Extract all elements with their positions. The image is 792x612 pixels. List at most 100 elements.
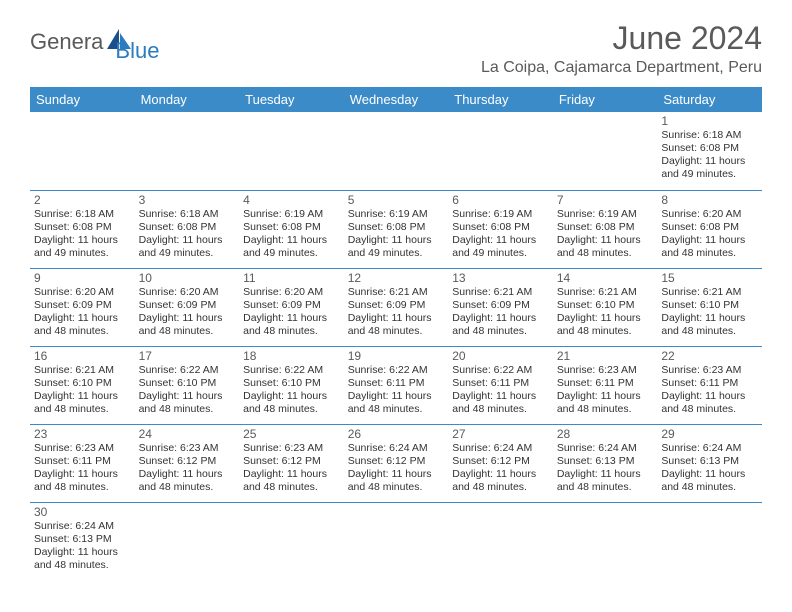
day-number: 9 [34,271,131,285]
calendar-table: SundayMondayTuesdayWednesdayThursdayFrid… [30,87,762,580]
calendar-cell: 1Sunrise: 6:18 AMSunset: 6:08 PMDaylight… [657,112,762,190]
weekday-header: Saturday [657,87,762,112]
day-number: 21 [557,349,654,363]
calendar-cell: 20Sunrise: 6:22 AMSunset: 6:11 PMDayligh… [448,346,553,424]
day-info: Sunrise: 6:20 AMSunset: 6:09 PMDaylight:… [139,286,236,339]
calendar-cell: 4Sunrise: 6:19 AMSunset: 6:08 PMDaylight… [239,190,344,268]
calendar-cell [135,502,240,580]
day-number: 23 [34,427,131,441]
calendar-cell: 18Sunrise: 6:22 AMSunset: 6:10 PMDayligh… [239,346,344,424]
day-info: Sunrise: 6:18 AMSunset: 6:08 PMDaylight:… [661,129,758,182]
day-info: Sunrise: 6:19 AMSunset: 6:08 PMDaylight:… [452,208,549,261]
day-number: 22 [661,349,758,363]
day-number: 27 [452,427,549,441]
day-number: 29 [661,427,758,441]
calendar-cell: 15Sunrise: 6:21 AMSunset: 6:10 PMDayligh… [657,268,762,346]
calendar-cell [239,502,344,580]
day-info: Sunrise: 6:24 AMSunset: 6:13 PMDaylight:… [557,442,654,495]
calendar-cell: 12Sunrise: 6:21 AMSunset: 6:09 PMDayligh… [344,268,449,346]
day-info: Sunrise: 6:23 AMSunset: 6:11 PMDaylight:… [34,442,131,495]
calendar-cell: 17Sunrise: 6:22 AMSunset: 6:10 PMDayligh… [135,346,240,424]
day-number: 24 [139,427,236,441]
day-info: Sunrise: 6:24 AMSunset: 6:13 PMDaylight:… [661,442,758,495]
day-info: Sunrise: 6:21 AMSunset: 6:10 PMDaylight:… [557,286,654,339]
day-info: Sunrise: 6:19 AMSunset: 6:08 PMDaylight:… [557,208,654,261]
calendar-cell: 16Sunrise: 6:21 AMSunset: 6:10 PMDayligh… [30,346,135,424]
calendar-cell: 14Sunrise: 6:21 AMSunset: 6:10 PMDayligh… [553,268,658,346]
brand-logo: Genera Blue [30,20,159,64]
calendar-cell: 27Sunrise: 6:24 AMSunset: 6:12 PMDayligh… [448,424,553,502]
calendar-cell [448,502,553,580]
day-number: 18 [243,349,340,363]
calendar-cell [553,502,658,580]
day-number: 7 [557,193,654,207]
calendar-cell: 7Sunrise: 6:19 AMSunset: 6:08 PMDaylight… [553,190,658,268]
day-number: 26 [348,427,445,441]
calendar-cell: 19Sunrise: 6:22 AMSunset: 6:11 PMDayligh… [344,346,449,424]
day-number: 30 [34,505,131,519]
weekday-header: Tuesday [239,87,344,112]
calendar-cell: 6Sunrise: 6:19 AMSunset: 6:08 PMDaylight… [448,190,553,268]
day-info: Sunrise: 6:21 AMSunset: 6:09 PMDaylight:… [452,286,549,339]
calendar-cell: 9Sunrise: 6:20 AMSunset: 6:09 PMDaylight… [30,268,135,346]
day-number: 8 [661,193,758,207]
calendar-cell [239,112,344,190]
calendar-cell [448,112,553,190]
day-info: Sunrise: 6:20 AMSunset: 6:09 PMDaylight:… [243,286,340,339]
header: Genera Blue June 2024 La Coipa, Cajamarc… [30,20,762,77]
brand-text-2: Blue [115,38,159,64]
calendar-cell: 28Sunrise: 6:24 AMSunset: 6:13 PMDayligh… [553,424,658,502]
month-title: June 2024 [481,20,762,57]
weekday-header: Friday [553,87,658,112]
title-block: June 2024 La Coipa, Cajamarca Department… [481,20,762,77]
calendar-cell: 3Sunrise: 6:18 AMSunset: 6:08 PMDaylight… [135,190,240,268]
day-number: 25 [243,427,340,441]
day-info: Sunrise: 6:21 AMSunset: 6:10 PMDaylight:… [34,364,131,417]
day-number: 6 [452,193,549,207]
day-number: 13 [452,271,549,285]
day-info: Sunrise: 6:21 AMSunset: 6:09 PMDaylight:… [348,286,445,339]
day-number: 12 [348,271,445,285]
calendar-cell: 24Sunrise: 6:23 AMSunset: 6:12 PMDayligh… [135,424,240,502]
day-info: Sunrise: 6:22 AMSunset: 6:10 PMDaylight:… [139,364,236,417]
weekday-header: Thursday [448,87,553,112]
day-info: Sunrise: 6:19 AMSunset: 6:08 PMDaylight:… [243,208,340,261]
day-number: 15 [661,271,758,285]
calendar-cell [553,112,658,190]
day-number: 20 [452,349,549,363]
day-number: 19 [348,349,445,363]
calendar-cell: 22Sunrise: 6:23 AMSunset: 6:11 PMDayligh… [657,346,762,424]
day-info: Sunrise: 6:22 AMSunset: 6:11 PMDaylight:… [348,364,445,417]
calendar-row: 16Sunrise: 6:21 AMSunset: 6:10 PMDayligh… [30,346,762,424]
calendar-cell: 10Sunrise: 6:20 AMSunset: 6:09 PMDayligh… [135,268,240,346]
day-number: 28 [557,427,654,441]
day-info: Sunrise: 6:23 AMSunset: 6:12 PMDaylight:… [243,442,340,495]
day-info: Sunrise: 6:24 AMSunset: 6:12 PMDaylight:… [348,442,445,495]
day-info: Sunrise: 6:23 AMSunset: 6:12 PMDaylight:… [139,442,236,495]
weekday-header: Sunday [30,87,135,112]
calendar-cell: 25Sunrise: 6:23 AMSunset: 6:12 PMDayligh… [239,424,344,502]
day-number: 11 [243,271,340,285]
day-number: 14 [557,271,654,285]
calendar-cell [657,502,762,580]
calendar-cell: 29Sunrise: 6:24 AMSunset: 6:13 PMDayligh… [657,424,762,502]
calendar-cell: 26Sunrise: 6:24 AMSunset: 6:12 PMDayligh… [344,424,449,502]
calendar-cell [135,112,240,190]
calendar-cell: 5Sunrise: 6:19 AMSunset: 6:08 PMDaylight… [344,190,449,268]
day-number: 16 [34,349,131,363]
calendar-body: 1Sunrise: 6:18 AMSunset: 6:08 PMDaylight… [30,112,762,580]
calendar-cell [344,502,449,580]
day-info: Sunrise: 6:22 AMSunset: 6:11 PMDaylight:… [452,364,549,417]
day-number: 3 [139,193,236,207]
day-number: 2 [34,193,131,207]
day-number: 4 [243,193,340,207]
location: La Coipa, Cajamarca Department, Peru [481,59,762,77]
calendar-row: 23Sunrise: 6:23 AMSunset: 6:11 PMDayligh… [30,424,762,502]
day-number: 17 [139,349,236,363]
day-info: Sunrise: 6:18 AMSunset: 6:08 PMDaylight:… [139,208,236,261]
calendar-cell: 30Sunrise: 6:24 AMSunset: 6:13 PMDayligh… [30,502,135,580]
day-info: Sunrise: 6:22 AMSunset: 6:10 PMDaylight:… [243,364,340,417]
day-info: Sunrise: 6:23 AMSunset: 6:11 PMDaylight:… [661,364,758,417]
day-number: 5 [348,193,445,207]
calendar-cell: 23Sunrise: 6:23 AMSunset: 6:11 PMDayligh… [30,424,135,502]
